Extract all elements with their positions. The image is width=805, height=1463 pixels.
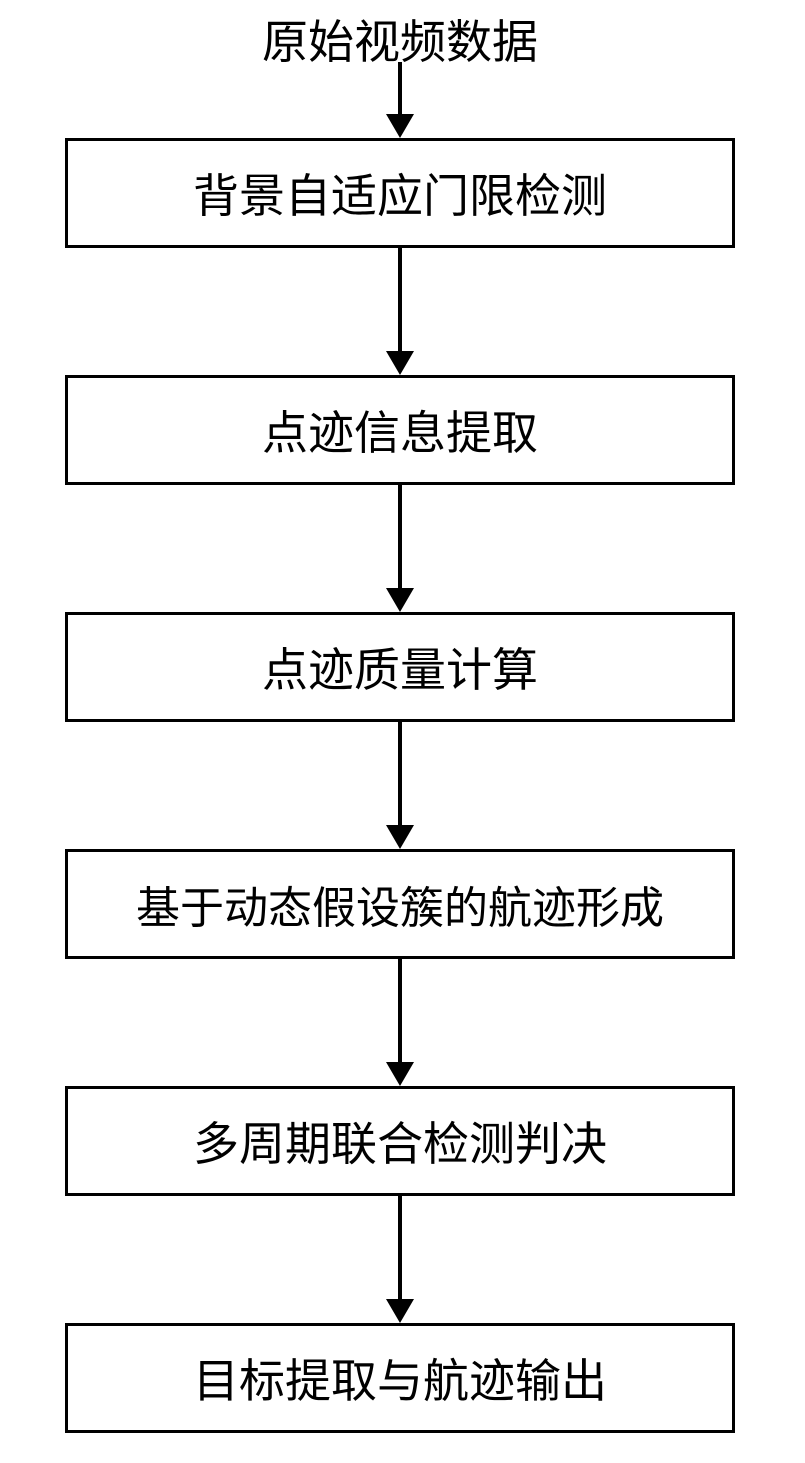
flowchart-box-2: 点迹信息提取 — [65, 375, 735, 485]
arrow-head-icon — [386, 1299, 414, 1323]
flowchart-title: 原始视频数据 — [200, 6, 600, 62]
arrow-shaft — [398, 1196, 402, 1301]
arrow-head-icon — [386, 114, 414, 138]
arrow-head-icon — [386, 588, 414, 612]
flowchart-box-6: 目标提取与航迹输出 — [65, 1323, 735, 1433]
flowchart-box-5: 多周期联合检测判决 — [65, 1086, 735, 1196]
arrow-shaft — [398, 248, 402, 353]
flowchart-box-1: 背景自适应门限检测 — [65, 138, 735, 248]
arrow-shaft — [398, 485, 402, 590]
flowchart-arrow-0 — [386, 62, 414, 138]
arrow-head-icon — [386, 351, 414, 375]
arrow-shaft — [398, 959, 402, 1064]
flowchart-container: 原始视频数据 背景自适应门限检测 点迹信息提取 点迹质量计算 基于动态假设簇的航… — [0, 0, 805, 1463]
flowchart-arrow-3 — [386, 722, 414, 849]
flowchart-arrow-5 — [386, 1196, 414, 1323]
arrow-head-icon — [386, 1062, 414, 1086]
arrow-shaft — [398, 722, 402, 827]
flowchart-arrow-2 — [386, 485, 414, 612]
arrow-head-icon — [386, 825, 414, 849]
flowchart-arrow-4 — [386, 959, 414, 1086]
flowchart-box-3: 点迹质量计算 — [65, 612, 735, 722]
arrow-shaft — [398, 62, 402, 116]
flowchart-box-4: 基于动态假设簇的航迹形成 — [65, 849, 735, 959]
flowchart-arrow-1 — [386, 248, 414, 375]
